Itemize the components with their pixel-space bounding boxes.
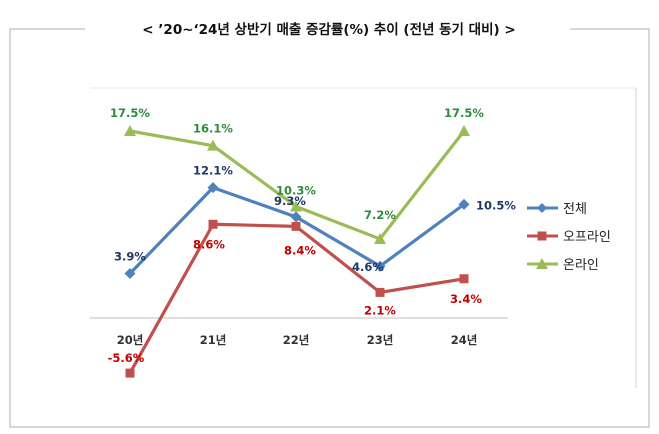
series-layer <box>124 125 470 378</box>
chart-frame <box>9 28 650 428</box>
point-marker <box>291 221 301 231</box>
point-marker <box>125 368 135 378</box>
data-label: 10.5% <box>476 198 516 212</box>
data-label: 17.5% <box>110 106 150 120</box>
point-marker <box>374 260 386 272</box>
x-tick-label: 22년 <box>283 333 310 347</box>
data-label: -5.6% <box>108 351 145 365</box>
legend-marker <box>537 231 547 241</box>
legend-label: 온라인 <box>563 258 599 273</box>
x-tick-label: 20년 <box>117 333 144 347</box>
point-marker <box>375 287 385 297</box>
data-label: 16.1% <box>193 122 233 136</box>
data-label: 3.9% <box>114 250 146 264</box>
chart-title: < ’20~‘24년 상반기 매출 증감률(%) 추이 (전년 동기 대비) > <box>142 21 515 38</box>
data-label: 7.2% <box>364 208 396 222</box>
legend-marker <box>537 203 547 213</box>
point-marker <box>207 182 219 194</box>
legend-label: 전체 <box>563 202 587 217</box>
data-label: 8.6% <box>193 237 225 251</box>
x-tick-label: 21년 <box>200 333 227 347</box>
point-marker <box>124 125 136 136</box>
point-marker <box>458 198 470 210</box>
point-marker <box>290 211 302 223</box>
point-marker <box>290 200 302 212</box>
data-label: 10.3% <box>276 183 316 197</box>
point-marker <box>374 232 386 244</box>
data-label: 9.3% <box>274 194 306 208</box>
data-label: 3.4% <box>450 292 482 306</box>
x-tick-labels: 20년 21년 22년 23년 24년 <box>117 333 478 347</box>
data-label: 2.1% <box>364 303 396 317</box>
data-label: 8.4% <box>284 243 316 257</box>
point-marker <box>208 219 218 229</box>
data-label: 12.1% <box>193 164 233 178</box>
point-marker <box>458 125 470 136</box>
data-label: 17.5% <box>444 106 484 120</box>
x-tick-label: 24년 <box>451 333 478 347</box>
point-marker <box>124 268 136 280</box>
legend-label: 오프라인 <box>563 230 611 245</box>
legend-marker <box>536 258 548 269</box>
data-label: 4.6% <box>352 260 384 274</box>
point-marker <box>207 139 219 151</box>
point-marker <box>459 274 469 284</box>
title-background <box>85 18 570 40</box>
x-tick-label: 23년 <box>367 333 394 347</box>
data-labels-layer: 3.9% 12.1% 9.3% 4.6% 10.5% -5.6% 8.6% 8.4% 2.1% 3… <box>108 106 517 365</box>
